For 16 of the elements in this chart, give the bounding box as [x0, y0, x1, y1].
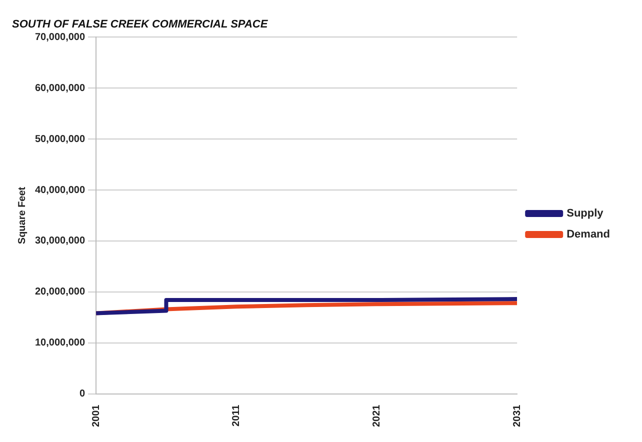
y-tick-label: 30,000,000: [34, 236, 86, 247]
x-tick-label: 2001: [90, 404, 102, 428]
legend-label: Demand: [566, 228, 610, 241]
y-tick-label: 50,000,000: [34, 134, 86, 145]
y-tick-label: 70,000,000: [34, 32, 86, 43]
legend-label: Supply: [566, 208, 604, 220]
y-axis-title: Square Feet: [16, 186, 28, 244]
y-tick-label: 20,000,000: [34, 286, 86, 298]
y-tick-label: 10,000,000: [34, 338, 86, 349]
x-tick-label: 2031: [512, 404, 523, 428]
y-tick-label: 40,000,000: [34, 184, 86, 196]
y-tick-label: 0: [79, 388, 86, 400]
y-tick-label: 60,000,000: [34, 82, 86, 94]
x-tick-label: 2011: [231, 404, 242, 426]
chart-title: SOUTH OF FALSE CREEK COMMERCIAL SPACE: [12, 18, 268, 31]
x-tick-label: 2021: [372, 404, 382, 428]
